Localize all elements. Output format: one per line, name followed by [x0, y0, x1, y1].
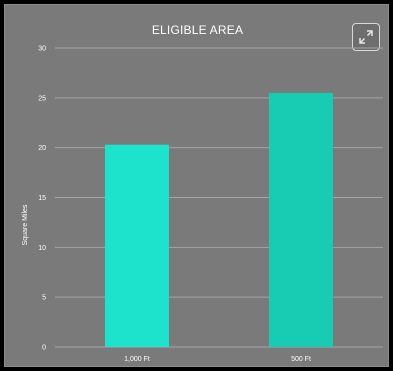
y-tick-label: 15 — [38, 195, 46, 202]
chart-panel: ELIGIBLE AREA 0 5 10 15 20 25 30 1,000 Ft 500 F… — [4, 4, 389, 367]
bar-2[interactable] — [269, 92, 333, 347]
expand-arrows-icon — [359, 30, 373, 44]
y-tick-label: 20 — [38, 145, 46, 152]
bar-chart: 0 5 10 15 20 25 30 1,000 Ft 500 Ft Square Miles — [22, 46, 383, 363]
y-tick-labels: 0 5 10 15 20 25 30 — [38, 46, 46, 352]
x-tick-labels: 1,000 Ft 500 Ft — [124, 356, 311, 363]
gridlines — [55, 47, 383, 348]
y-tick-label: 5 — [42, 295, 46, 302]
bar-1[interactable] — [105, 144, 169, 347]
x-tick-label: 500 Ft — [291, 356, 311, 363]
y-tick-label: 0 — [42, 345, 46, 352]
chart-title: ELIGIBLE AREA — [151, 23, 244, 37]
bars — [105, 92, 333, 347]
y-tick-label: 25 — [38, 95, 46, 102]
y-tick-label: 10 — [38, 245, 46, 252]
expand-button[interactable] — [352, 23, 380, 51]
y-tick-label: 30 — [38, 46, 46, 53]
y-axis-title: Square Miles — [22, 204, 29, 245]
x-tick-label: 1,000 Ft — [124, 356, 150, 363]
